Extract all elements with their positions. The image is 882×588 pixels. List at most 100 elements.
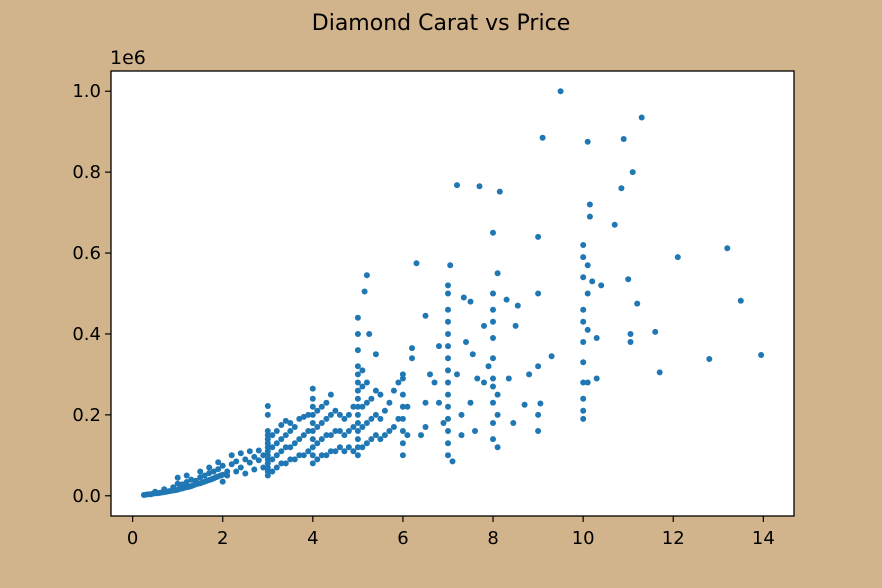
scatter-point: [305, 411, 312, 418]
scatter-point: [197, 474, 204, 481]
scatter-point: [206, 464, 213, 471]
scatter-point: [300, 452, 307, 459]
plot-area: [110, 70, 795, 517]
scatter-point: [580, 407, 587, 414]
scatter-point: [278, 448, 285, 455]
scatter-point: [264, 464, 271, 471]
scatter-point: [512, 322, 519, 329]
scatter-point: [463, 339, 469, 345]
scatter-point: [447, 262, 454, 269]
scatter-point: [368, 395, 375, 402]
scatter-point: [652, 328, 659, 335]
scatter-point: [206, 470, 213, 477]
scatter-point: [201, 472, 208, 479]
scatter-point: [287, 420, 294, 426]
scatter-point: [291, 456, 298, 463]
scatter-point: [584, 138, 591, 145]
scatter-point: [228, 461, 235, 468]
x-tick-label: 14: [752, 528, 775, 549]
scatter-point: [548, 353, 555, 360]
scatter-point: [309, 403, 316, 410]
scatter-point: [354, 411, 361, 418]
scatter-point: [309, 420, 316, 426]
scatter-point: [445, 331, 451, 337]
scatter-point: [584, 262, 591, 269]
scatter-point: [309, 444, 316, 451]
scatter-point: [341, 415, 348, 422]
scatter-point: [327, 448, 334, 455]
scatter-point: [354, 363, 361, 370]
scatter-point: [341, 448, 348, 455]
scatter-point: [363, 272, 370, 279]
scatter-point: [737, 297, 744, 304]
scatter-point: [224, 472, 231, 479]
scatter-point: [341, 432, 348, 439]
scatter-point: [332, 407, 339, 414]
scatter-point: [350, 448, 357, 455]
scatter-point: [354, 452, 361, 459]
scatter-point: [336, 428, 343, 434]
scatter-point: [724, 245, 731, 252]
scatter-point: [445, 391, 451, 398]
scatter-point: [580, 415, 587, 422]
scatter-point: [490, 375, 496, 382]
scatter-point: [399, 375, 406, 382]
scatter-point: [674, 254, 681, 261]
scatter-point: [580, 359, 587, 366]
scatter-point: [359, 424, 366, 430]
scatter-point: [490, 335, 496, 341]
scatter-point: [309, 411, 316, 418]
scatter-point: [372, 432, 379, 439]
x-tick-label: 10: [572, 528, 595, 549]
scatter-point: [598, 282, 605, 289]
scatter-point: [496, 188, 503, 195]
scatter-point: [490, 399, 496, 406]
scatter-point: [580, 339, 587, 345]
scatter-point: [586, 213, 593, 220]
scatter-point: [174, 474, 181, 481]
scatter-point: [359, 367, 366, 374]
scatter-point: [309, 428, 316, 434]
scatter-point: [323, 399, 330, 406]
scatter-point: [152, 488, 159, 495]
scatter-point: [458, 432, 465, 439]
scatter-point: [503, 296, 510, 303]
scatter-point: [445, 379, 451, 386]
scatter-point: [314, 440, 321, 447]
scatter-point: [445, 343, 451, 350]
scatter-point: [494, 411, 501, 418]
scatter-point: [255, 447, 262, 454]
scatter-point: [161, 486, 168, 493]
scatter-point: [372, 411, 379, 418]
scatter-point: [264, 432, 271, 439]
scatter-point: [490, 229, 496, 236]
scatter-point: [296, 436, 303, 443]
scatter-point: [264, 440, 271, 447]
scatter-point: [323, 452, 330, 459]
scatter-point: [586, 201, 593, 208]
scatter-point: [445, 290, 451, 297]
scatter-point: [476, 183, 483, 190]
x-tick-label: 12: [662, 528, 685, 549]
scatter-point: [354, 436, 361, 443]
scatter-point: [409, 345, 415, 352]
scatter-point: [287, 444, 294, 451]
scatter-point: [332, 448, 339, 455]
scatter-point: [291, 424, 298, 430]
scatter-point: [278, 436, 285, 443]
scatter-point: [431, 379, 438, 386]
scatter-point: [354, 331, 361, 337]
scatter-point: [490, 290, 496, 297]
scatter-point: [454, 371, 460, 378]
scatter-point: [399, 391, 406, 398]
scatter-point: [535, 233, 542, 240]
scatter-point: [399, 452, 406, 459]
scatter-point: [314, 424, 321, 430]
scatter-point: [494, 270, 501, 277]
scatter-point: [237, 464, 244, 471]
scatter-point: [363, 399, 370, 406]
scatter-point: [472, 428, 478, 434]
scatter-point: [537, 400, 544, 407]
scatter-point: [273, 428, 280, 434]
scatter-point: [399, 403, 406, 410]
